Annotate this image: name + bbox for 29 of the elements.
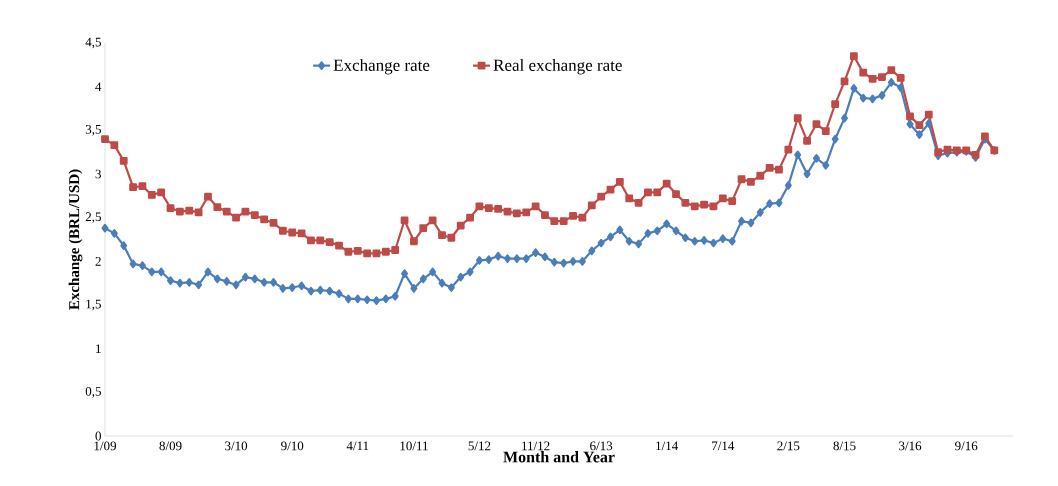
x-tick-label: 2/15 [777,441,800,451]
y-tick-label: 0,5 [85,387,101,398]
x-tick-label: 1/14 [656,441,679,451]
legend-label: Exchange rate [333,58,430,75]
x-tick-label: 8/15 [833,441,856,451]
y-tick-label: 3,5 [85,125,101,136]
y-tick-label: 4,5 [85,37,101,49]
x-tick-label: 3/10 [225,441,248,451]
x-tick-label: 10/11 [400,441,428,451]
x-tick-label: 9/10 [281,441,304,451]
x-tick-label: 1/09 [94,441,117,451]
x-tick-label: 4/11 [346,441,369,451]
y-tick-label: 0 [95,431,101,441]
x-axis-title: Month and Year [503,451,615,463]
x-tick-label: 6/13 [590,441,613,451]
y-tick-label: 2 [95,257,101,266]
y-tick-label: 1,5 [86,299,101,311]
y-tick-label: 4 [95,82,102,91]
y-tick-label: 1 [96,344,101,353]
y-tick-label: 3 [95,169,101,179]
x-tick-label: 7/14 [712,441,735,451]
x-tick-label: 11/12 [522,441,550,451]
x-tick-label: 5/12 [468,441,491,451]
legend-label: Real exchange rate [493,58,622,75]
x-tick-label: 9/16 [955,441,978,451]
y-axis-title: Exchange (BRL/USD) [68,169,83,310]
x-tick-label: 8/09 [159,441,182,451]
y-tick-label: 2,5 [85,212,101,223]
x-tick-label: 3/16 [899,441,922,451]
